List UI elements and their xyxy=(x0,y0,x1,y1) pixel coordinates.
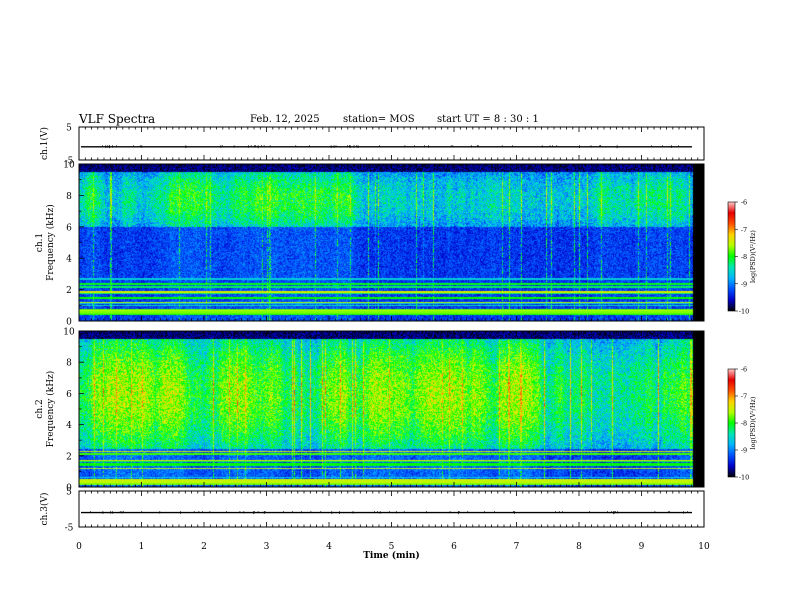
xtick-label: 2 xyxy=(201,542,207,552)
ch1-spectrogram-colorbar-tick-label: -9 xyxy=(741,280,747,288)
ch3-waveform-ylabel: ch.3(V) xyxy=(39,493,50,526)
ch2-spectrogram-ytick-label: 10 xyxy=(63,328,75,338)
ch1-spectrogram-ytick-label: 4 xyxy=(66,255,72,265)
figure-title: VLF Spectra xyxy=(79,112,156,126)
ch1-spectrogram-ytick-label: 10 xyxy=(63,161,75,171)
station-label: station= MOS xyxy=(343,114,415,125)
ch1-spectrogram-colorbar-tick-label: -7 xyxy=(741,226,747,234)
ch2-spectrogram-ylabel: ch.2 xyxy=(35,399,45,418)
ch1-waveform-ytick-label: 5 xyxy=(66,124,72,134)
xtick-label: 6 xyxy=(451,542,457,552)
xtick-label: 3 xyxy=(264,542,270,552)
ch1-spectrogram-ytick-label: 8 xyxy=(66,192,72,202)
xtick-label: 10 xyxy=(698,542,710,552)
ch1-spectrogram-ytick-label: 6 xyxy=(66,223,72,233)
ch2-spectrogram-ytick-label: 2 xyxy=(66,452,72,462)
ch1-spectrogram-colorbar-tick-label: -8 xyxy=(741,253,747,261)
ch3-waveform-y-ticks xyxy=(79,490,704,528)
ch1-spectrogram-colorbar-tick-label: -10 xyxy=(739,308,749,316)
ch1-spectrogram-raster xyxy=(79,164,704,321)
ch1-spectrogram-ytick-label: 0 xyxy=(66,318,72,328)
ch2-spectrogram-colorbar-tick-label: -9 xyxy=(741,447,747,455)
ch1-spectrogram-y-ticks xyxy=(79,163,704,322)
ch1-spectrogram-ylabel: Frequency (kHz) xyxy=(45,204,56,281)
ch1-spectrogram-ytick-label: 2 xyxy=(66,286,72,296)
xtick-label: 0 xyxy=(76,542,82,552)
ch2-spectrogram-colorbar-tick-label: -8 xyxy=(741,420,747,428)
ch2-spectrogram-colorbar xyxy=(727,368,736,478)
ch1-waveform-noise xyxy=(102,145,679,149)
ch2-spectrogram-ylabel: Frequency (kHz) xyxy=(45,371,56,448)
start-time-label: start UT = 8 : 30 : 1 xyxy=(437,114,539,125)
xtick-label: 8 xyxy=(576,542,582,552)
ch1-spectrogram-colorbar-tick-label: -6 xyxy=(741,199,747,207)
xtick-label: 1 xyxy=(139,542,145,552)
ch2-spectrogram-ytick-label: 6 xyxy=(66,390,72,400)
xtick-label: 4 xyxy=(326,542,332,552)
ch2-spectrogram-ytick-label: 8 xyxy=(66,359,72,369)
ch1-spectrogram-ylabel: ch.1 xyxy=(35,233,45,252)
ch1-waveform-ylabel: ch.1(V) xyxy=(39,127,50,160)
ch2-spectrogram-colorbar-tick-label: -10 xyxy=(739,474,749,482)
ch2-spectrogram-raster xyxy=(79,331,704,487)
ch3-waveform-x-ticks xyxy=(78,491,705,527)
xtick-label: 7 xyxy=(514,542,520,552)
ch1-waveform-ytick-label: -5 xyxy=(65,157,74,167)
ch2-spectrogram-ytick-label: 4 xyxy=(66,421,72,431)
ch1-spectrogram-colorbar-label: log(PSD)(V²/Hz) xyxy=(749,230,757,283)
ch2-spectrogram-colorbar-label: log(PSD)(V²/Hz) xyxy=(749,396,757,449)
ch3-waveform-ytick-label: 5 xyxy=(66,488,72,498)
ch1-spectrogram-x-ticks xyxy=(78,164,705,321)
ch3-waveform-frame xyxy=(78,490,705,528)
ch3-waveform-ytick-label: -5 xyxy=(65,524,74,534)
ch1-waveform-x-ticks xyxy=(78,127,705,160)
ch2-spectrogram-colorbar-tick-label: -6 xyxy=(741,366,747,374)
ch2-spectrogram-ytick-label: 0 xyxy=(66,484,72,494)
ch3-waveform-noise xyxy=(90,511,689,515)
date-label: Feb. 12, 2025 xyxy=(250,114,320,125)
xtick-label: 9 xyxy=(639,542,645,552)
ch2-spectrogram-x-ticks xyxy=(78,331,705,487)
ch2-spectrogram-colorbar-tick-label: -7 xyxy=(741,393,747,401)
xtick-label: 5 xyxy=(389,542,395,552)
ch2-spectrogram-y-ticks xyxy=(79,330,704,488)
ch1-waveform-y-ticks xyxy=(79,126,704,161)
x-axis-label: Time (min) xyxy=(363,550,420,561)
ch1-spectrogram-colorbar xyxy=(727,201,736,312)
